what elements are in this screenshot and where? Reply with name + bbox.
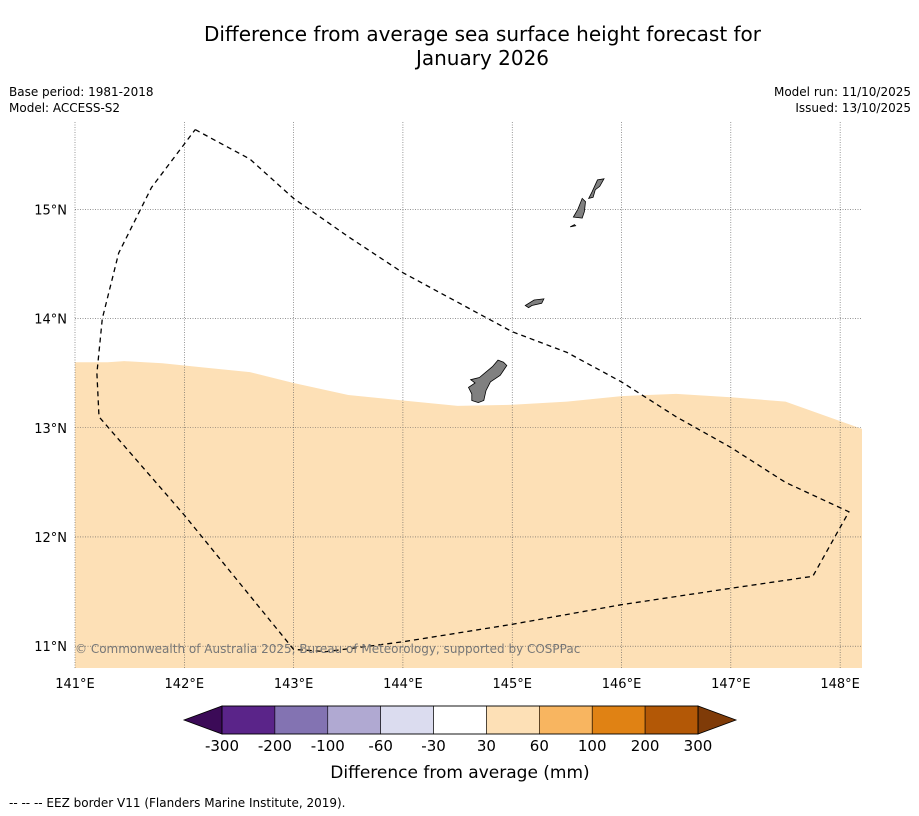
base-period: Base period: 1981-2018 — [9, 85, 154, 99]
lon-tick-label: 142°E — [165, 677, 205, 692]
lat-tick-label: 13°N — [34, 422, 67, 437]
meta-right: Model run: 11/10/2025 Issued: 13/10/2025 — [774, 84, 911, 116]
lon-tick-label: 145°E — [492, 677, 532, 692]
anomaly-region — [75, 361, 862, 668]
lat-tick-label: 11°N — [34, 640, 67, 655]
meta-left: Base period: 1981-2018 Model: ACCESS-S2 — [9, 84, 154, 116]
colorbar-tick-label: 100 — [578, 737, 607, 755]
island-tinian — [572, 197, 586, 219]
colorbar-swatch — [274, 705, 329, 735]
map-figure: 141°E 142°E 143°E 144°E 145°E 146°E 147°E 148°E… — [34, 122, 862, 783]
colorbar-swatch — [644, 705, 699, 735]
colorbar-swatch — [221, 705, 276, 735]
lon-tick-label: 144°E — [383, 677, 423, 692]
colorbar-tick-label: -60 — [368, 737, 393, 755]
colorbar-tick-label: 200 — [631, 737, 660, 755]
island-saipan — [587, 178, 605, 200]
lat-tick-label: 15°N — [34, 203, 67, 218]
lon-tick-label: 146°E — [602, 677, 642, 692]
lon-tick-label: 147°E — [711, 677, 751, 692]
colorbar-swatch — [380, 705, 434, 735]
colorbar-max-arrow — [697, 705, 738, 735]
colorbar-tick-label: 300 — [684, 737, 713, 755]
title-line-2: January 2026 — [415, 46, 550, 70]
island-rota — [524, 298, 545, 309]
colorbar-swatch — [433, 705, 487, 735]
lat-tick-label: 12°N — [34, 531, 67, 546]
colorbar-tick-label: -200 — [258, 737, 292, 755]
colorbar-min-arrow — [182, 705, 223, 735]
map-title: Difference from average sea surface heig… — [0, 22, 919, 70]
colorbar-swatch — [591, 705, 646, 735]
issued-date: Issued: 13/10/2025 — [795, 101, 911, 115]
colorbar-tick-label: 60 — [530, 737, 549, 755]
colorbar-label: Difference from average (mm) — [330, 763, 589, 783]
lat-tick-label: 14°N — [34, 313, 67, 328]
lon-tick-label: 141°E — [55, 677, 95, 692]
colorbar: -300 -200 -100 -60 -30 30 60 100 200 300 Differenc… — [182, 705, 738, 783]
model-name: Model: ACCESS-S2 — [9, 101, 121, 115]
eez-footnote: -- -- -- EEZ border V11 (Flanders Marine… — [9, 796, 346, 810]
colorbar-tick-label: -300 — [205, 737, 239, 755]
island-guam — [467, 359, 508, 404]
colorbar-tick-label: -30 — [421, 737, 446, 755]
eez-border — [96, 129, 850, 653]
colorbar-swatch — [486, 705, 540, 735]
colorbar-tick-label: -100 — [311, 737, 345, 755]
title-line-1: Difference from average sea surface heig… — [203, 22, 762, 46]
lon-tick-label: 143°E — [274, 677, 314, 692]
copyright-text: © Commonwealth of Australia 2025, Bureau… — [75, 642, 580, 656]
colorbar-swatch — [327, 705, 381, 735]
model-run: Model run: 11/10/2025 — [773, 85, 911, 99]
colorbar-frame — [221, 705, 699, 735]
colorbar-swatch — [539, 705, 593, 735]
lon-tick-label: 148°E — [820, 677, 860, 692]
island-aguijan — [570, 224, 577, 228]
map-plot: 141°E 142°E 143°E 144°E 145°E 146°E 147°E 148°E… — [34, 122, 862, 692]
colorbar-tick-label: 30 — [477, 737, 496, 755]
